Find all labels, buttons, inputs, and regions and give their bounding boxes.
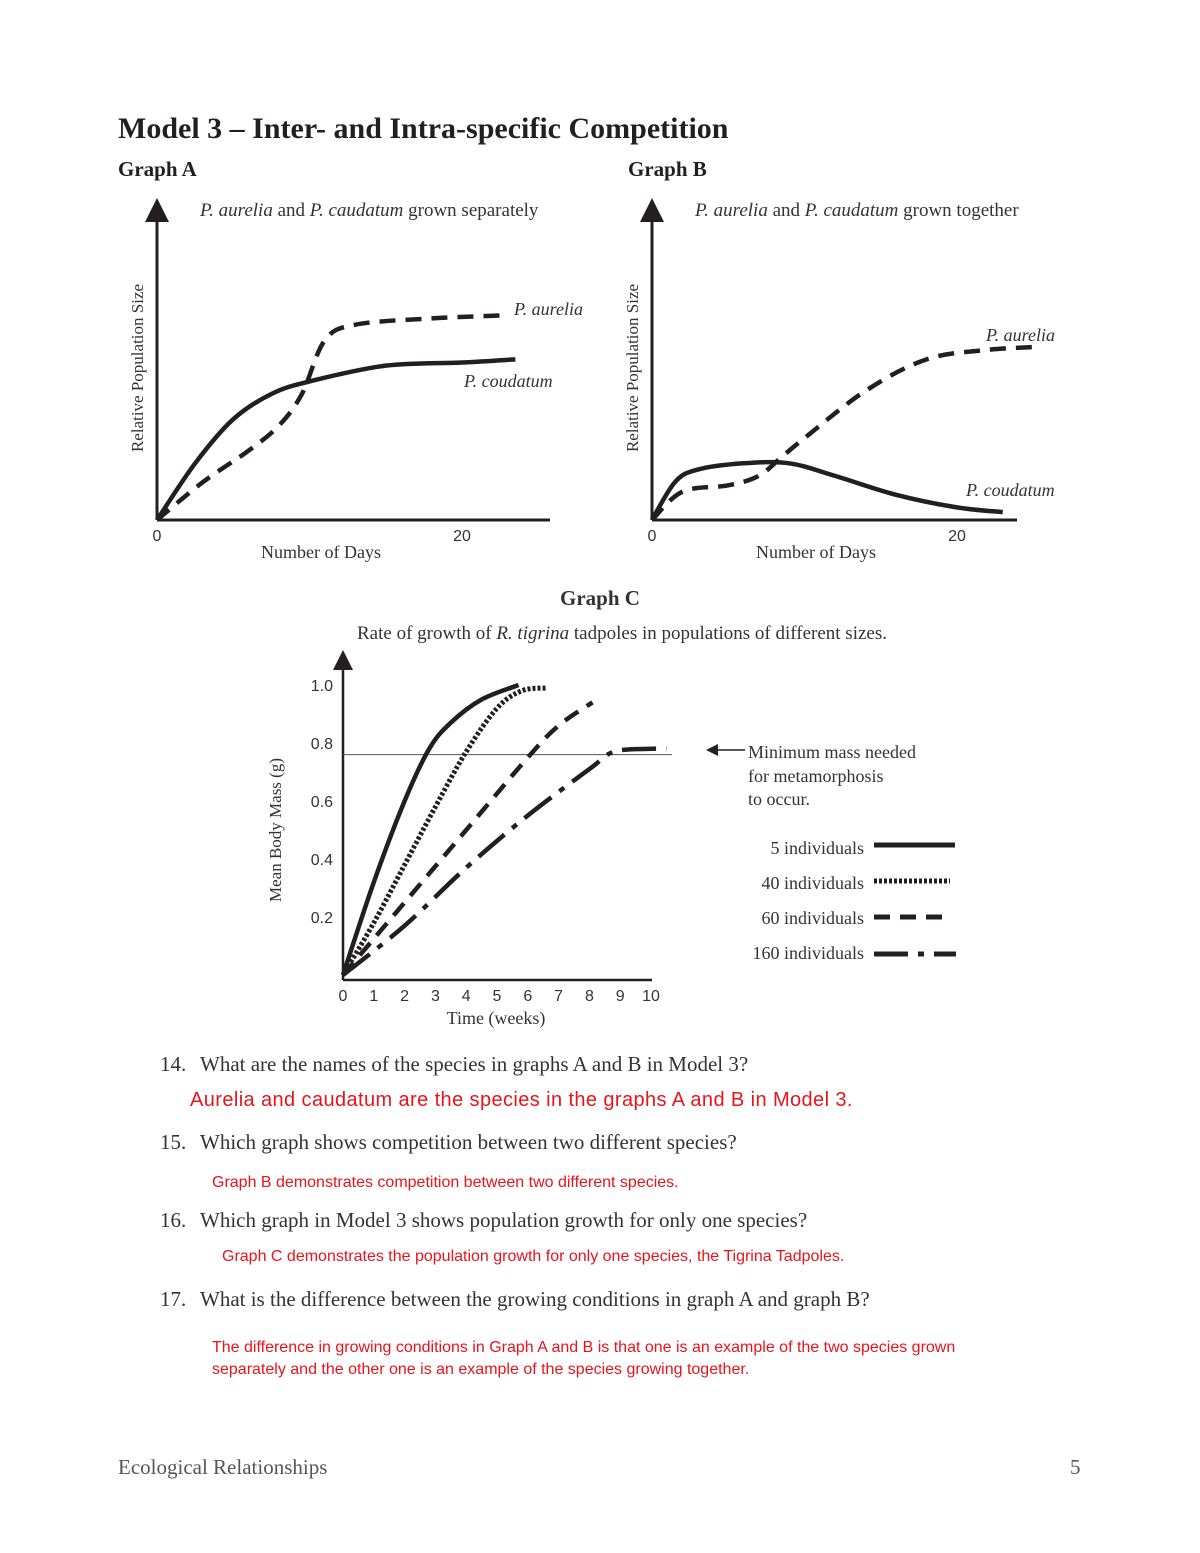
graph-c-x-tick: 8 [585,988,594,1005]
graph-c-subtitle: Rate of growth of R. tigrina tadpoles in… [357,623,887,644]
question-17: 17. What is the difference between the gr… [160,1287,870,1311]
series-line-solid [340,682,520,976]
graph-a-x-tick: 0 [153,528,162,545]
graph-c-x-tick: 4 [462,988,471,1005]
series-line-dotted [340,685,547,977]
series-line-dashed [341,700,594,977]
graph-a-heading: Graph A [118,157,197,181]
footer-title: Ecological Relationships [118,1455,328,1479]
graph-c-annotation-line: to occur. [748,789,810,809]
answer-17-line[interactable]: separately and the other one is an examp… [212,1361,750,1378]
graph-c-x-tick: 0 [339,988,348,1005]
legend-label: 5 individuals [771,838,865,858]
graph-c-y-tick: 0.8 [311,736,333,753]
series-line-dashed [155,313,508,522]
page-number: 5 [1070,1455,1081,1479]
graph-a-x-label: Number of Days [261,542,381,562]
answer-15[interactable]: Graph B demonstrates competition between… [212,1174,679,1191]
graph-c-y-tick: 1.0 [311,678,333,695]
answer-16[interactable]: Graph C demonstrates the population grow… [222,1248,845,1265]
answer-17-line[interactable]: The difference in growing conditions in … [212,1339,956,1356]
graph-c-x-tick: 1 [369,988,378,1005]
answer-14[interactable]: Aurelia and caudatum are the species in … [190,1089,853,1111]
graph-c-annotation-line: Minimum mass needed [748,742,916,762]
legend-label: 40 individuals [762,873,865,893]
graph-a-subtitle: P. aurelia and P. caudatum grown separat… [199,200,539,221]
series-line-solid [650,459,1003,522]
graph-c-y-tick: 0.2 [311,910,333,927]
graph-a-x-tick: 20 [453,528,471,545]
graph-a: P. aurelia and P. caudatum grown separat… [128,198,583,562]
graph-c-x-tick: 9 [616,988,625,1005]
graph-b-label-coudatum: P. coudatum [965,480,1055,500]
graph-c: Graph C Rate of growth of R. tigrina tad… [266,586,956,1029]
graph-c-y-label: Mean Body Mass (g) [266,758,285,902]
question-15: 15. Which graph shows competition between… [160,1130,737,1154]
graph-c-annotation-line: for metamorphosis [748,766,883,786]
graph-c-y-tick: 0.4 [311,852,333,869]
question-16: 16. Which graph in Model 3 shows populati… [160,1208,808,1232]
graph-a-label-coudatum: P. coudatum [463,371,553,391]
graph-b-y-label: Relative Population Size [623,284,642,452]
graph-a-label-aurelia: P. aurelia [513,299,583,319]
graph-c-x-tick: 3 [431,988,440,1005]
page-title: Model 3 – Inter- and Intra-specific Comp… [118,112,729,145]
graph-b-x-label: Number of Days [756,542,876,562]
graph-c-x-tick: 10 [642,988,660,1005]
graph-c-y-tick: 0.6 [311,794,333,811]
series-line-dashdot [341,746,667,977]
graph-c-x-tick: 6 [523,988,532,1005]
graph-b-heading: Graph B [628,157,707,181]
series-line-solid [155,357,516,522]
graph-a-y-label: Relative Population Size [128,284,147,452]
graph-b-x-tick: 20 [948,528,966,545]
graph-b-label-aurelia: P. aurelia [985,325,1055,345]
graph-b-x-tick: 0 [648,528,657,545]
graph-c-x-tick: 2 [400,988,409,1005]
graph-c-legend: 5 individuals 40 individuals 60 individu… [753,838,956,963]
graph-b: P. aurelia and P. caudatum grown togethe… [623,198,1055,562]
graph-c-x-label: Time (weeks) [447,1008,546,1029]
legend-label: 60 individuals [762,908,865,928]
charts: P. aurelia and P. caudatum grown separat… [128,198,1055,1029]
graph-c-heading: Graph C [560,586,640,610]
question-14: 14. What are the names of the species in … [160,1052,749,1076]
series-line-dashed [650,344,1042,522]
graph-c-x-tick: 7 [554,988,563,1005]
graph-c-x-tick: 5 [493,988,502,1005]
graph-b-subtitle: P. aurelia and P. caudatum grown togethe… [694,200,1019,221]
legend-label: 160 individuals [753,943,865,963]
